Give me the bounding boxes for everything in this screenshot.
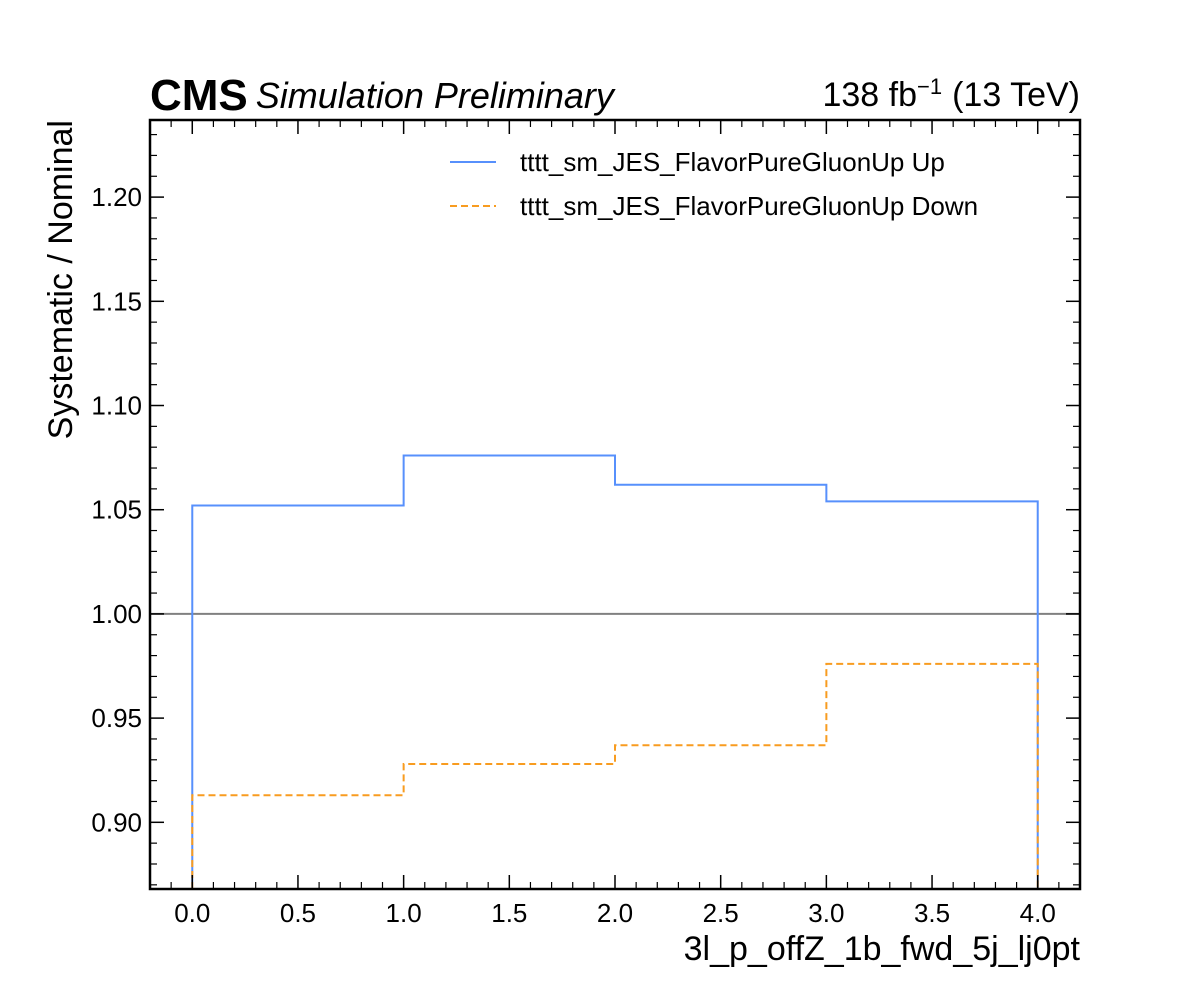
x-tick-label: 4.0: [1020, 898, 1056, 928]
y-tick-label: 1.15: [91, 286, 142, 316]
x-tick-label: 2.0: [597, 898, 633, 928]
x-tick-label: 0.0: [174, 898, 210, 928]
plot-frame: [148, 118, 1082, 891]
y-tick-label: 1.20: [91, 182, 142, 212]
lumi-label: 138 fb−1 (13 TeV): [822, 74, 1080, 115]
y-tick-label: 1.05: [91, 495, 142, 525]
experiment-label: CMS: [150, 71, 248, 120]
x-tick-label: 0.5: [280, 898, 316, 928]
y-tick-labels: 0.90 0.95 1.00 1.05 1.10 1.15 1.20: [91, 182, 142, 837]
y-tick-label: 0.95: [91, 703, 142, 733]
x-tick-labels: 0.0 0.5 1.0 1.5 2.0 2.5 3.0 3.5 4.0: [174, 898, 1056, 928]
major-ticks: [150, 120, 1080, 889]
x-tick-label: 1.0: [386, 898, 422, 928]
y-tick-label: 1.10: [91, 391, 142, 421]
x-axis-label: 3l_p_offZ_1b_fwd_5j_lj0pt: [684, 930, 1081, 968]
x-tick-label: 2.5: [703, 898, 739, 928]
lumi-exponent: −1: [917, 74, 942, 99]
status-label: Simulation Preliminary: [256, 75, 616, 116]
y-tick-label: 1.00: [91, 599, 142, 629]
series-layer: [191, 454, 1039, 889]
legend-label-1: tttt_sm_JES_FlavorPureGluonUp Down: [520, 191, 978, 221]
series-line-1: [191, 662, 1039, 889]
x-tick-label: 1.5: [491, 898, 527, 928]
x-tick-label: 3.0: [808, 898, 844, 928]
legend-label-0: tttt_sm_JES_FlavorPureGluonUp Up: [520, 147, 945, 177]
minor-ticks: [150, 120, 1080, 889]
energy-label: (13 TeV): [952, 76, 1080, 114]
legend: tttt_sm_JES_FlavorPureGluonUp Up tttt_sm_…: [450, 147, 978, 221]
lumi-value: 138 fb: [822, 76, 917, 114]
y-tick-label: 0.90: [91, 807, 142, 837]
series-line-0: [191, 454, 1039, 889]
y-axis-label: Systematic / Nominal: [42, 120, 80, 439]
x-tick-label: 3.5: [914, 898, 950, 928]
